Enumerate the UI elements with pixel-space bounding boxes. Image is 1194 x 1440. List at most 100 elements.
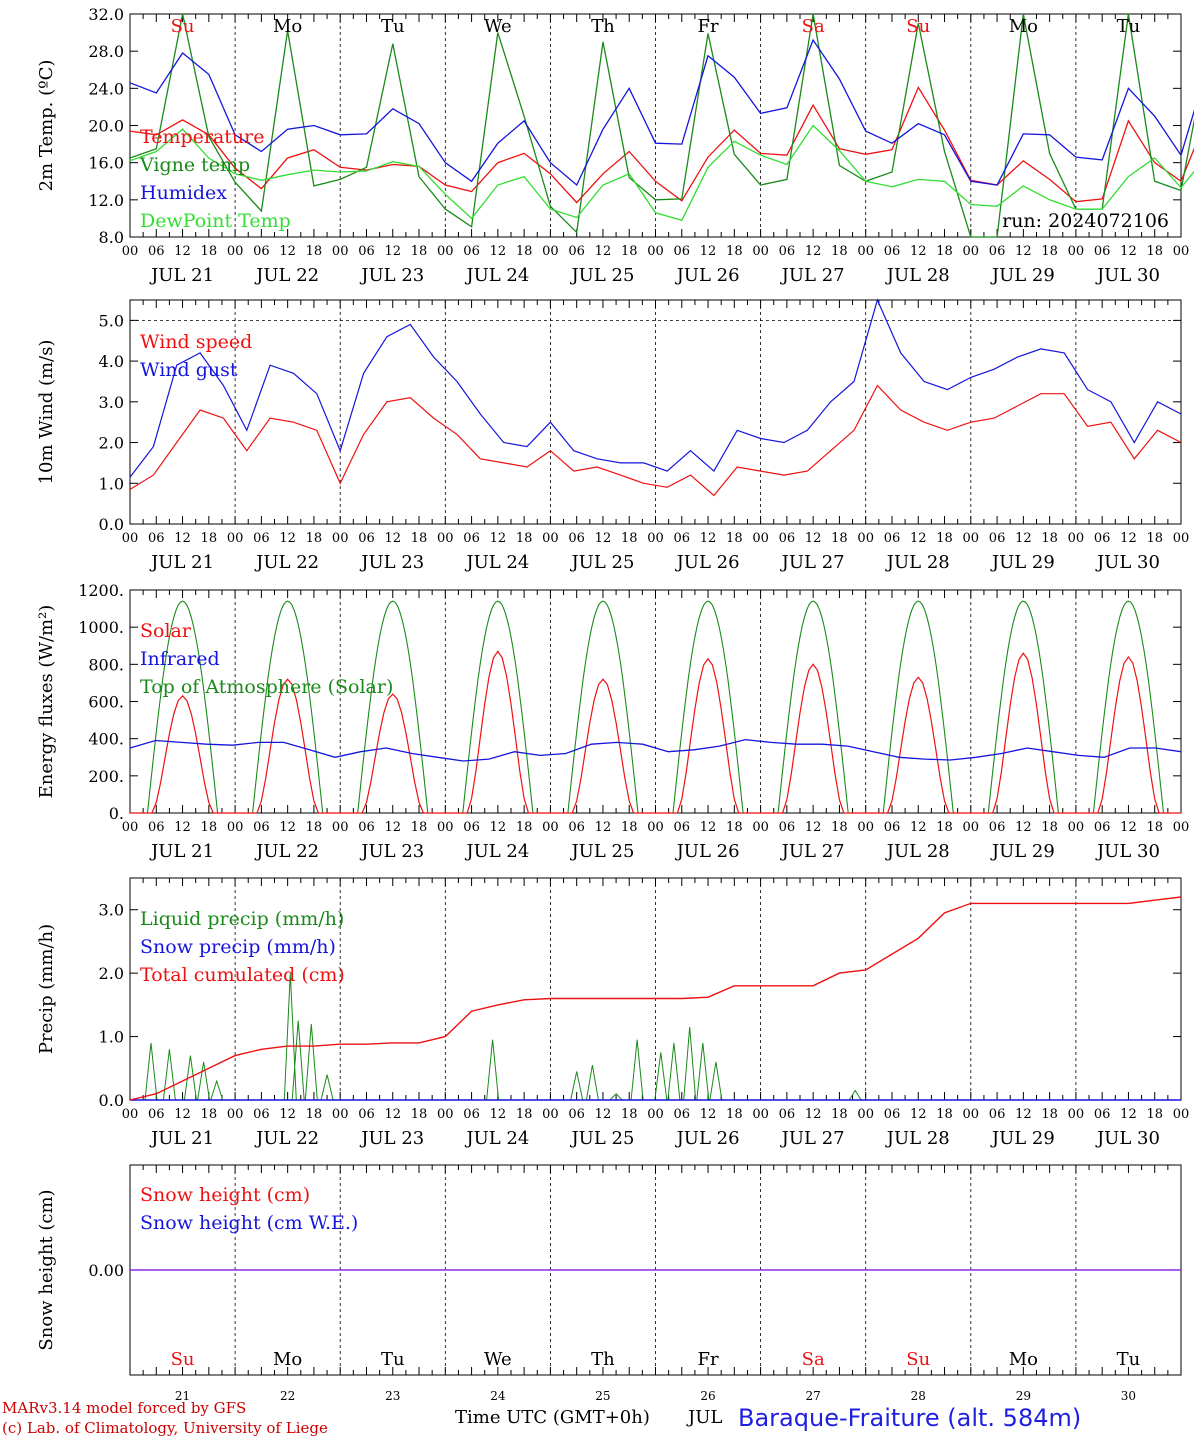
series-line-dewpoint-temp [129,124,1194,222]
hour-tick-label: 18 [201,1107,218,1122]
y-tick-label: 16.0 [88,154,124,173]
day-number-label: 24 [490,1389,506,1403]
series-line-vigne-temp [129,13,1194,238]
y-tick-label: 600. [88,693,124,712]
date-label: JUL 21 [149,841,214,862]
hour-tick-label: 18 [306,244,323,259]
hour-tick-label: 18 [1146,820,1163,835]
station-title: Baraque-Fraiture (alt. 584m) [738,1404,1081,1432]
date-label: JUL 24 [464,552,529,573]
day-number-label: 26 [700,1389,715,1403]
hour-tick-label: 12 [1120,1107,1137,1122]
legend-entry-3: Humidex [140,182,227,204]
hour-tick-label: 18 [1041,820,1058,835]
hour-tick-label: 18 [306,820,323,835]
hour-tick-label: 12 [595,531,612,546]
hour-tick-label: 06 [148,531,165,546]
hour-tick-label: 00 [647,531,664,546]
hour-tick-label: 06 [989,244,1006,259]
hour-tick-label: 12 [384,1107,401,1122]
hour-tick-label: 18 [201,531,218,546]
hour-tick-label: 18 [726,244,743,259]
hour-tick-label: 00 [122,244,139,259]
hour-tick-label: 12 [1120,820,1137,835]
date-label: JUL 25 [569,265,634,286]
hour-tick-label: 06 [779,820,796,835]
hour-tick-label: 12 [174,244,191,259]
date-label: JUL 25 [569,1128,634,1149]
date-label: JUL 23 [359,552,424,573]
day-number-label: 27 [806,1389,821,1403]
hour-tick-label: 00 [437,820,454,835]
hour-tick-label: 00 [227,244,244,259]
weekday-label: Fr [698,1349,719,1370]
y-tick-label: 0.0 [99,515,124,534]
hour-tick-label: 18 [1146,244,1163,259]
hour-tick-label: 18 [936,1107,953,1122]
y-tick-label: 3.0 [99,901,124,920]
y-tick-label: 5.0 [99,311,124,330]
hour-tick-label: 18 [411,1107,428,1122]
hour-tick-label: 18 [306,1107,323,1122]
y-tick-label: 24.0 [88,79,124,98]
hour-tick-label: 06 [1094,244,1111,259]
hour-tick-label: 00 [332,531,349,546]
hour-tick-label: 18 [831,1107,848,1122]
date-label: JUL 22 [254,265,319,286]
hour-tick-label: 18 [621,820,638,835]
weekday-label: We [484,16,512,37]
hour-tick-label: 00 [857,820,874,835]
weekday-label: Mo [273,16,302,37]
date-label: JUL 23 [359,841,424,862]
hour-tick-label: 18 [936,244,953,259]
hour-tick-label: 12 [595,820,612,835]
figure-footer: MARv3.14 model forced by GFS (c) Lab. of… [2,1399,1081,1437]
hour-tick-label: 06 [989,1107,1006,1122]
hour-tick-label: 00 [857,531,874,546]
date-label: JUL 28 [885,1128,950,1149]
legend-entry-1: Liquid precip (mm/h) [140,908,344,930]
hour-tick-label: 00 [542,244,559,259]
hour-tick-label: 00 [542,820,559,835]
hour-tick-label: 06 [148,1107,165,1122]
hour-tick-label: 18 [201,820,218,835]
hour-tick-label: 18 [1041,531,1058,546]
hour-tick-label: 00 [752,1107,769,1122]
hour-tick-label: 12 [490,820,507,835]
hour-tick-label: 18 [621,531,638,546]
hour-tick-label: 12 [595,244,612,259]
y-tick-label: 4.0 [99,352,124,371]
legend-entry-2: Snow precip (mm/h) [140,936,336,958]
hour-tick-label: 06 [358,820,375,835]
weekday-label: Tu [1117,1349,1141,1370]
hour-tick-label: 06 [253,531,270,546]
weekday-label: We [484,1349,512,1370]
hour-tick-label: 06 [884,531,901,546]
date-label: JUL 29 [990,841,1055,862]
series-line-temperature [129,85,1194,204]
hour-tick-label: 06 [884,820,901,835]
weekday-label: Sa [802,16,825,37]
legend-entry-1: Temperature [140,126,264,148]
weekday-label: Su [171,1349,195,1370]
y-tick-label: 1.0 [99,474,124,493]
y-tick-label: 2.0 [99,434,124,453]
day-number-label: 22 [280,1389,295,1403]
hour-tick-label: 06 [674,244,691,259]
date-label: JUL 26 [675,552,740,573]
hour-tick-label: 12 [700,531,717,546]
panel-4: Precip (mm/h) 0.0 1.0 2.0 3.0 00 06 12 18 JUL 21 0… [36,877,1189,1149]
hour-tick-label: 12 [700,244,717,259]
date-label: JUL 25 [569,841,634,862]
hour-tick-label: 18 [516,531,533,546]
hour-tick-label: 06 [253,820,270,835]
day-number-label: 28 [911,1389,926,1403]
series-line-total-cumulated [129,896,1182,1101]
hour-tick-label: 12 [174,1107,191,1122]
hour-tick-label: 18 [726,820,743,835]
date-label: JUL 27 [780,265,845,286]
hour-tick-label: 12 [910,531,927,546]
date-label: JUL 27 [780,552,845,573]
date-label: JUL 30 [1095,1128,1160,1149]
y-tick-label: 200. [88,767,124,786]
